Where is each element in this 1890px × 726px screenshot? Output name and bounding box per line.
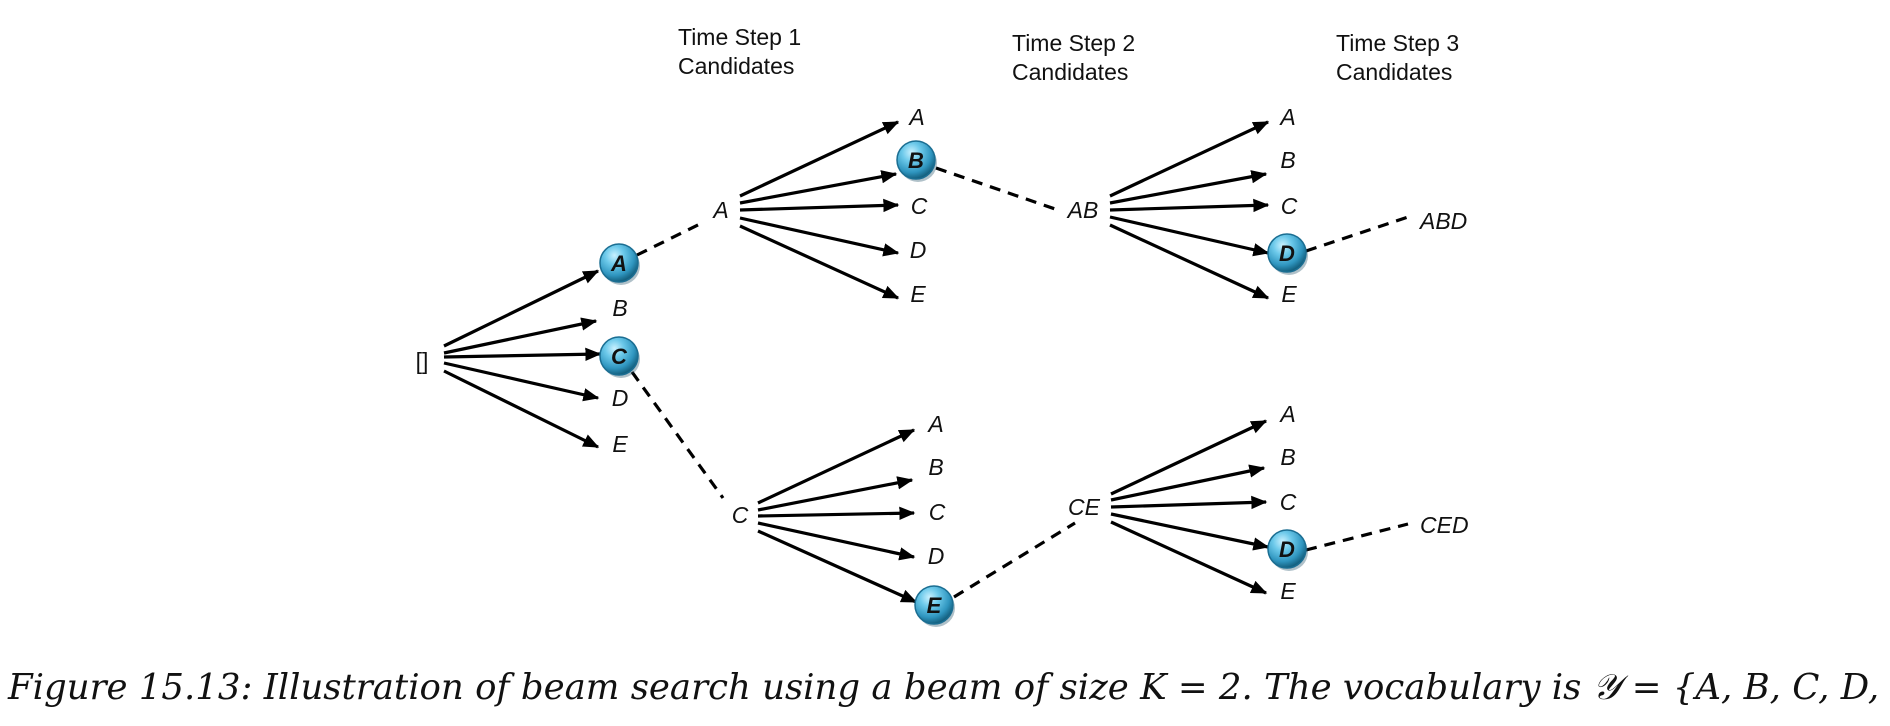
root-node: [] <box>416 348 429 374</box>
step3-ce-candidate-a: A <box>1278 401 1295 427</box>
step3-ab-candidate-d: D <box>1268 234 1308 275</box>
step1-candidate-c: C <box>600 337 640 378</box>
step2-a-candidate-a: A <box>907 104 924 130</box>
step3-ce-edge-c <box>1111 502 1266 507</box>
step3-result-ced: CED <box>1420 512 1469 538</box>
header-step2-line2: Candidates <box>1012 59 1128 85</box>
step2-a-candidate-b: B <box>897 141 937 182</box>
step1-edge-b <box>444 321 596 353</box>
step2-a-candidate-c: C <box>911 193 928 219</box>
step2-c-edge-b <box>758 480 912 510</box>
step1-candidate-c-label: C <box>611 344 628 369</box>
header-step3-line2: Candidates <box>1336 59 1452 85</box>
beam-search-diagram: Time Step 1 Candidates Time Step 2 Candi… <box>0 0 1890 640</box>
step3-ce-candidate-c: C <box>1280 489 1297 515</box>
step2-c-candidate-e-label: E <box>927 593 943 618</box>
step3-ab-edge-b <box>1110 174 1266 203</box>
step1-edge-a <box>444 271 598 346</box>
step2-c-candidate-e: E <box>915 586 955 627</box>
beam-link-ced <box>1306 524 1408 550</box>
figure-caption: Figure 15.13: Illustration of beam searc… <box>8 667 1888 709</box>
header-step2-line1: Time Step 2 <box>1012 30 1135 56</box>
beam-link-c <box>632 372 723 498</box>
step1-candidate-b: B <box>612 295 627 321</box>
step2-c-candidate-b: B <box>928 454 943 480</box>
step2-a-edge-b <box>740 174 896 203</box>
header-step1-line1: Time Step 1 <box>678 24 801 50</box>
beam-link-a <box>637 224 700 255</box>
step3-ce-candidate-e: E <box>1280 578 1296 604</box>
step1-edge-c <box>444 354 600 357</box>
step2-a-candidate-b-label: B <box>908 148 924 173</box>
header-step1-line2: Candidates <box>678 53 794 79</box>
step3-ab-candidate-d-label: D <box>1279 241 1295 266</box>
step2-c-edge-a <box>758 430 914 503</box>
step3-ce-edge-d <box>1111 514 1268 547</box>
step3-ab-candidate-c: C <box>1281 193 1298 219</box>
header-step3-line1: Time Step 3 <box>1336 30 1459 56</box>
step3-ce-candidate-d: D <box>1268 530 1308 571</box>
step2-a-edge-a <box>740 122 898 196</box>
step1-candidate-a: A <box>600 244 640 285</box>
step3-ce-candidate-d-label: D <box>1279 537 1295 562</box>
step1-candidate-d: D <box>612 385 629 411</box>
step3-prefix-ab: AB <box>1066 197 1099 223</box>
step1-edge-e <box>444 371 598 447</box>
step3-ab-candidate-e: E <box>1281 281 1297 307</box>
step3-prefix-ce: CE <box>1068 494 1101 520</box>
step2-c-candidate-c: C <box>929 499 946 525</box>
step3-ab-edge-c <box>1110 205 1268 210</box>
step3-ce-candidate-b: B <box>1280 444 1295 470</box>
step3-ab-candidate-a: A <box>1278 104 1295 130</box>
step3-ab-edge-a <box>1110 122 1268 196</box>
step2-a-candidate-d: D <box>910 237 927 263</box>
step2-a-edge-c <box>740 205 898 210</box>
step1-candidate-a-label: A <box>610 251 627 276</box>
beam-link-ce <box>954 523 1075 597</box>
step3-result-abd: ABD <box>1418 208 1467 234</box>
step2-prefix-c: C <box>732 502 749 528</box>
beam-link-ab <box>936 168 1058 210</box>
step2-c-edge-c <box>758 513 914 516</box>
step2-c-candidate-a: A <box>926 411 943 437</box>
step2-prefix-a: A <box>711 197 728 223</box>
step3-ab-candidate-b: B <box>1280 147 1295 173</box>
step2-c-candidate-d: D <box>928 543 945 569</box>
step3-ce-edge-e <box>1111 522 1266 593</box>
step1-edge-d <box>444 363 598 398</box>
beam-link-abd <box>1306 217 1408 251</box>
step2-a-candidate-e: E <box>910 281 926 307</box>
step1-candidate-e: E <box>612 431 628 457</box>
